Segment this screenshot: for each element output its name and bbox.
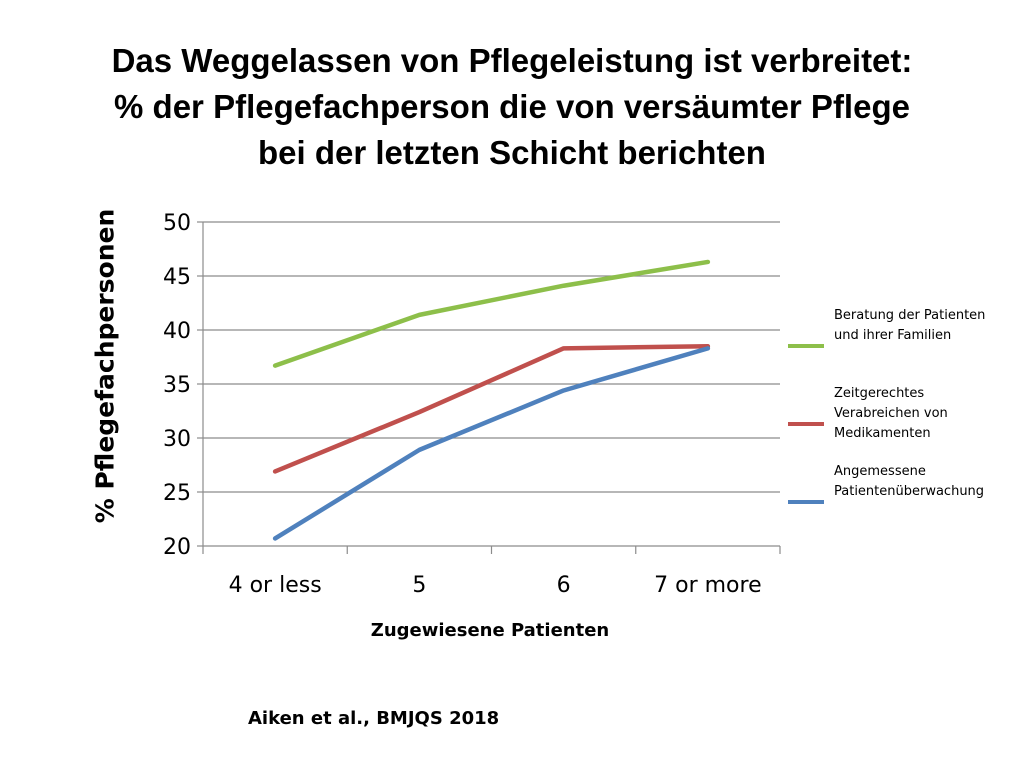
y-axis-label-text: % Pflegefachpersonen	[90, 208, 120, 524]
y-tick-labels: 20 25 30 35 40 45 50	[163, 211, 191, 560]
x-tick-label-3: 7 or more	[654, 573, 761, 598]
y-tick-label-50: 50	[163, 211, 191, 236]
y-tick-label-25: 25	[163, 481, 191, 506]
y-tick-label-35: 35	[163, 373, 191, 398]
legend-label-beratung: Beratung der Patienten und ihrer Familie…	[834, 308, 986, 343]
chart-legend: Beratung der Patienten und ihrer Familie…	[788, 306, 1018, 540]
y-tick-label-40: 40	[163, 319, 191, 344]
series-line-1	[272, 343, 711, 474]
x-tick-label-0: 4 or less	[229, 573, 322, 598]
title-line-2: % der Pflegefachperson die von versäumte…	[114, 88, 910, 125]
x-tick-labels: 4 or less 5 6 7 or more	[229, 573, 762, 598]
x-tick-label-1: 5	[412, 573, 426, 598]
legend-label-medikamente: Zeitgerechtes Verabreichen von Medikamen…	[834, 386, 948, 441]
x-axis-label: Zugewiesene Patienten	[370, 620, 610, 641]
series-line-0	[272, 259, 711, 368]
legend-item-ueberwachung: Angemessene Patientenüberwachung	[788, 462, 1018, 522]
legend-label-ueberwachung: Angemessene Patientenüberwachung	[834, 464, 985, 499]
slide-title: Das Weggelassen von Pflegeleistung ist v…	[0, 38, 1024, 176]
legend-item-medikamente: Zeitgerechtes Verabreichen von Medikamen…	[788, 384, 1018, 444]
x-tick-label-2: 6	[557, 573, 571, 598]
chart-axes	[202, 222, 781, 554]
chart-series	[272, 259, 711, 541]
source-citation: Aiken et al., BMJQS 2018	[248, 708, 500, 729]
y-tick-label-20: 20	[163, 535, 191, 560]
legend-item-beratung: Beratung der Patienten und ihrer Familie…	[788, 306, 1018, 366]
y-tick-label-45: 45	[163, 265, 191, 290]
series-line-2	[272, 346, 711, 541]
legend-swatch-ueberwachung	[788, 500, 824, 504]
legend-swatch-medikamente	[788, 422, 824, 426]
chart-gridlines	[197, 221, 780, 547]
y-tick-label-30: 30	[163, 427, 191, 452]
title-line-3: bei der letzten Schicht berichten	[258, 134, 766, 171]
legend-swatch-beratung	[788, 344, 824, 348]
title-line-1: Das Weggelassen von Pflegeleistung ist v…	[111, 42, 913, 79]
